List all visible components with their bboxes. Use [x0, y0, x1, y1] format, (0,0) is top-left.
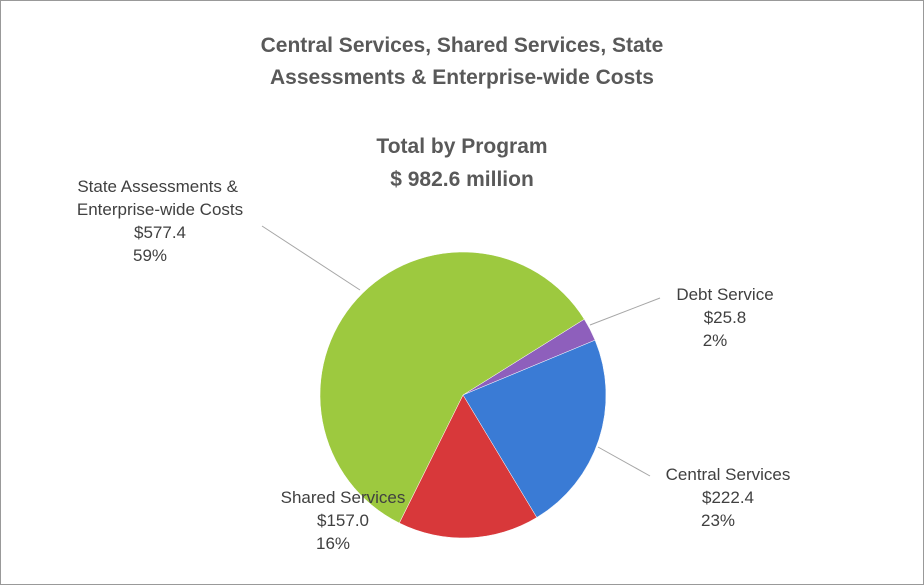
category-label: State Assessments & Enterprise-wide Cost… [77, 177, 243, 219]
percent-label: 2% [703, 331, 728, 350]
category-label: Debt Service [676, 285, 773, 304]
chart-subtitle: $ 982.6 million [390, 168, 534, 191]
chart-subtitle: Total by Program [376, 135, 547, 158]
leader-line [597, 446, 651, 477]
pie-slice [398, 394, 538, 539]
category-label: Central Services [666, 465, 791, 484]
category-label: Shared Services [281, 488, 406, 507]
percent-label: 16% [316, 534, 350, 553]
leader-line [589, 297, 661, 326]
percent-label: 23% [701, 511, 735, 530]
pie-slice [462, 339, 607, 518]
value-label: $577.4 [134, 223, 186, 242]
value-label: $157.0 [317, 511, 369, 530]
chart-title: Assessments & Enterprise-wide Costs [270, 66, 654, 89]
leader-line [261, 225, 361, 291]
pie-slice [319, 251, 585, 524]
percent-label: 59% [133, 246, 167, 265]
value-label: $222.4 [702, 488, 754, 507]
chart-title: Central Services, Shared Services, State [261, 34, 664, 57]
value-label: $25.8 [704, 308, 747, 327]
